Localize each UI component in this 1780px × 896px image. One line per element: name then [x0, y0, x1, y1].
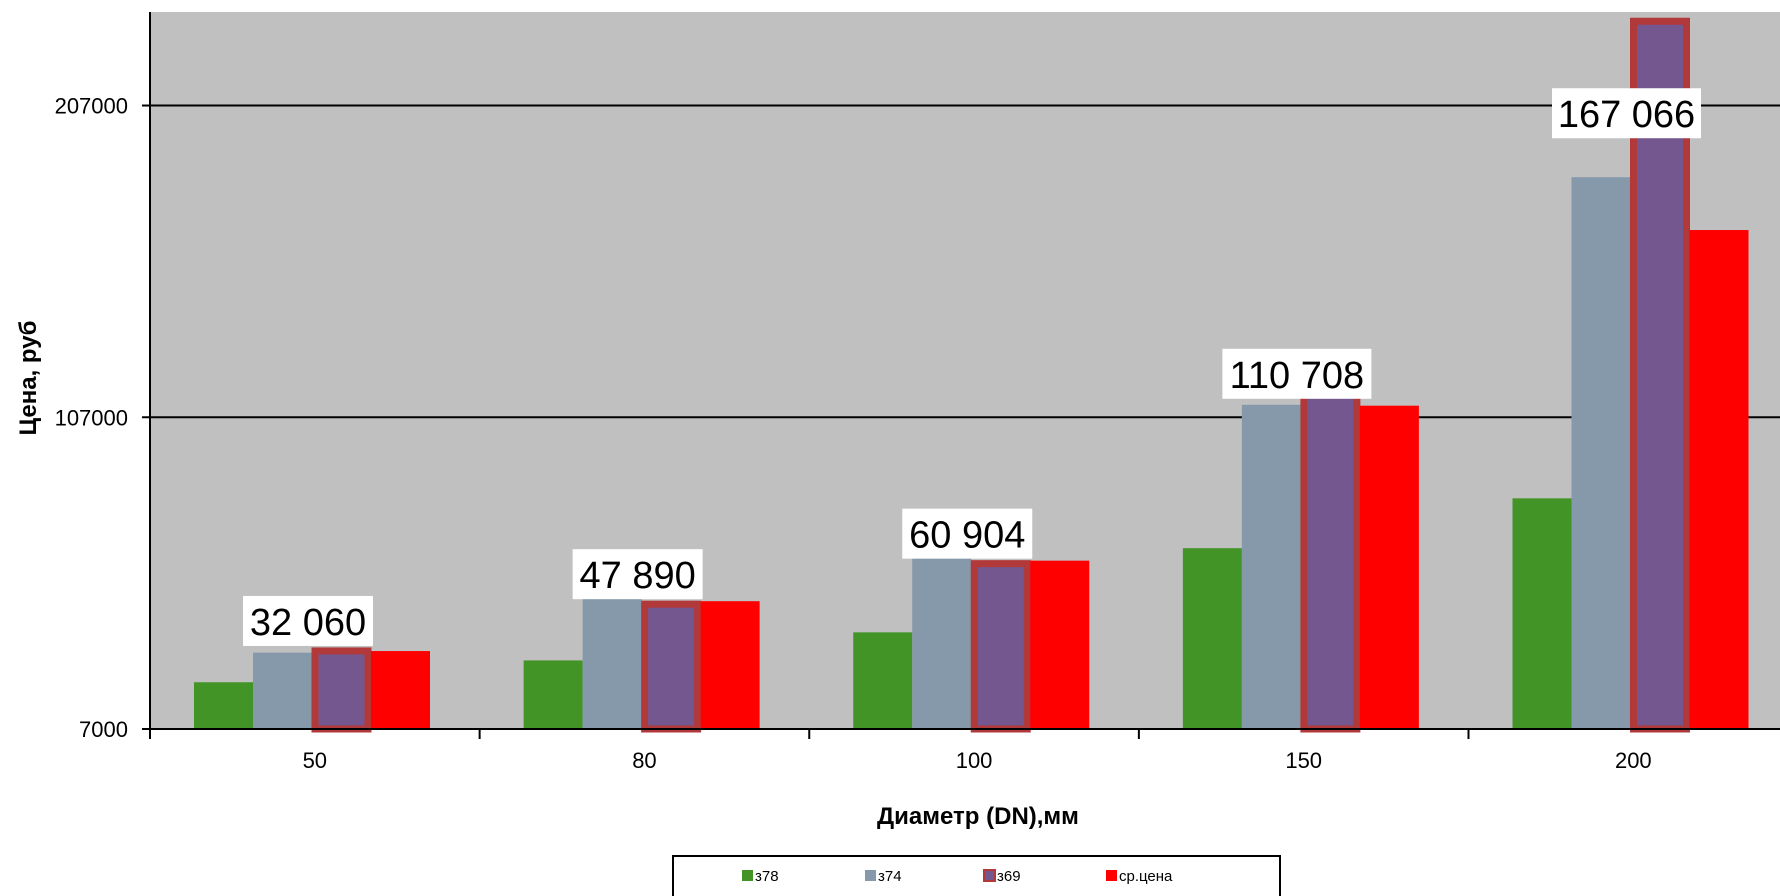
- legend-label: з69: [997, 868, 1021, 885]
- x-tick-label: 50: [303, 748, 327, 773]
- x-tick-label: 100: [956, 748, 993, 773]
- legend-label: ср.цена: [1119, 868, 1173, 885]
- legend-swatch: [983, 869, 996, 882]
- bar-з69-50: [311, 647, 372, 733]
- data-label-box: [572, 549, 703, 600]
- bar-ср.цена-80: [700, 601, 760, 729]
- bar-з78-100: [853, 632, 913, 729]
- x-tick-label: 80: [632, 748, 656, 773]
- legend-swatch: [1106, 870, 1117, 881]
- data-label-box: [1222, 348, 1372, 399]
- bar-з78-150: [1182, 548, 1242, 729]
- bar-з69-100: [970, 560, 1031, 733]
- data-label-box: [1552, 88, 1702, 139]
- legend-entry-з69: з69: [983, 868, 1021, 885]
- data-label-text: 32 060: [250, 602, 366, 644]
- legend-swatch: [742, 870, 753, 881]
- bar-з74-100: [912, 529, 972, 729]
- bar-з74-150: [1241, 404, 1301, 729]
- bar-з74-200: [1571, 177, 1631, 729]
- bar-ср.цена-150: [1359, 405, 1419, 729]
- legend-label: з78: [755, 868, 779, 885]
- data-label-200: 167 066: [1552, 88, 1702, 139]
- bar-з78-200: [1512, 498, 1572, 729]
- data-label-150: 110 708: [1222, 348, 1372, 399]
- bar-з78-50: [194, 682, 253, 729]
- data-label-box: [902, 508, 1033, 559]
- data-label-80: 47 890: [572, 549, 703, 600]
- data-label-50: 32 060: [243, 595, 373, 646]
- bar-ср.цена-50: [371, 651, 430, 729]
- legend-entry-з74: з74: [865, 868, 902, 885]
- data-label-text: 110 708: [1230, 355, 1365, 397]
- bar-з78-80: [523, 660, 583, 729]
- data-label-text: 167 066: [1558, 94, 1695, 136]
- data-label-text: 60 904: [909, 515, 1025, 557]
- y-tick-label: 7000: [79, 717, 128, 742]
- y-tick-label: 107000: [55, 405, 128, 430]
- legend: [672, 855, 1281, 896]
- bar-з74-50: [253, 652, 312, 729]
- bar-з69-200: [1630, 17, 1691, 733]
- x-tick-label: 200: [1615, 748, 1652, 773]
- y-axis-title: Цена, руб: [15, 321, 42, 436]
- data-label-100: 60 904: [902, 508, 1033, 559]
- legend-label: з74: [878, 868, 902, 885]
- data-label-box: [243, 595, 373, 646]
- legend-entry-ср.цена: ср.цена: [1106, 868, 1173, 885]
- legend-entry-з78: з78: [742, 868, 779, 885]
- bar-з74-80: [582, 585, 642, 729]
- bar-ср.цена-100: [1030, 560, 1090, 729]
- y-tick-label: 207000: [55, 94, 128, 119]
- x-tick-label: 150: [1285, 748, 1322, 773]
- x-axis-title: Диаметр (DN),мм: [877, 803, 1079, 830]
- data-label-text: 47 890: [580, 555, 696, 597]
- legend-swatch: [865, 870, 876, 881]
- bar-з69-150: [1300, 385, 1361, 733]
- bar-ср.цена-200: [1689, 230, 1749, 729]
- bar-з69-80: [641, 600, 702, 733]
